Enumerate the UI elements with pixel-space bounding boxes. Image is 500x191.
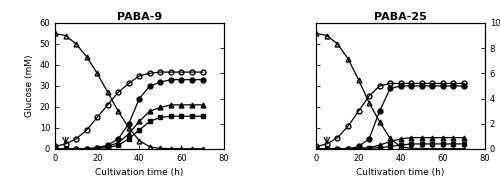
Title: PABA-25: PABA-25 — [374, 12, 427, 22]
Y-axis label: Glucose (mM): Glucose (mM) — [25, 55, 34, 117]
Title: PABA-9: PABA-9 — [116, 12, 162, 22]
X-axis label: Cultivation time (h): Cultivation time (h) — [95, 168, 184, 177]
X-axis label: Cultivation time (h): Cultivation time (h) — [356, 168, 445, 177]
